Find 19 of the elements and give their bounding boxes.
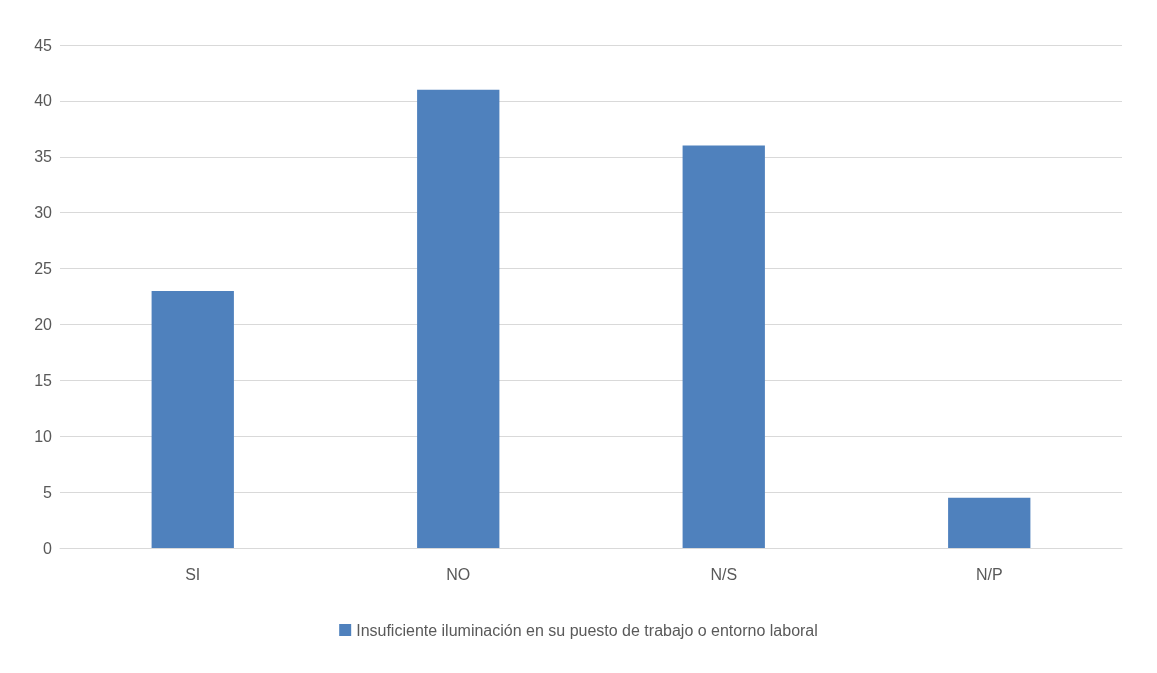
y-tick-label: 0 <box>43 539 53 557</box>
bar <box>682 145 765 548</box>
bar <box>151 290 234 548</box>
y-tick-label: 40 <box>34 92 53 110</box>
y-tick-label: 15 <box>34 371 53 389</box>
x-tick-label: SI <box>185 565 201 583</box>
y-tick-label: 30 <box>34 204 53 222</box>
x-tick-label: N/P <box>975 565 1003 583</box>
y-tick-label: 10 <box>34 427 53 445</box>
y-tick-label: 35 <box>34 148 53 166</box>
y-tick-label: 5 <box>43 483 53 501</box>
y-tick-label: 25 <box>34 260 53 278</box>
x-tick-label: NO <box>446 565 471 583</box>
y-tick-label: 20 <box>34 315 53 333</box>
legend-label: Insuficiente iluminación en su puesto de trabajo o entorno laboral <box>356 621 818 639</box>
y-tick-label: 45 <box>34 36 53 54</box>
bar <box>948 497 1031 548</box>
x-tick-label: N/S <box>710 565 738 583</box>
bar <box>417 89 500 548</box>
